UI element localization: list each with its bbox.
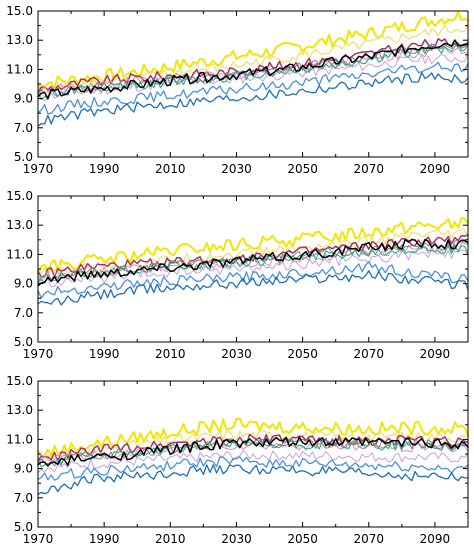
x-tick-label: 1970 bbox=[23, 162, 54, 176]
x-tick-label: 2070 bbox=[353, 532, 384, 546]
x-tick-label: 2010 bbox=[155, 532, 186, 546]
series-8-line bbox=[37, 39, 469, 100]
series-9-line bbox=[37, 456, 469, 481]
y-tick-label: 7.0 bbox=[14, 306, 33, 320]
x-tick-label: 2090 bbox=[420, 532, 451, 546]
x-tick-label: 2030 bbox=[221, 532, 252, 546]
series-2-line bbox=[37, 430, 469, 464]
series-group bbox=[37, 217, 469, 306]
series-1-line bbox=[37, 10, 469, 90]
panel-1: 5.0 7.0 9.0 11.0 13.0 15.0 1970 1990 2010 2030 205… bbox=[6, 4, 469, 176]
series-8-line bbox=[37, 238, 469, 287]
x-tick-label: 1990 bbox=[89, 347, 120, 361]
y-tick-label: 13.0 bbox=[6, 33, 33, 47]
y-tick-label: 13.0 bbox=[6, 218, 33, 232]
panel-3: 5.0 7.0 9.0 11.0 13.0 15.0 1970 1990 2010 2030 205… bbox=[6, 374, 469, 546]
x-tick-label: 2050 bbox=[287, 162, 318, 176]
panel-2: 5.0 7.0 9.0 11.0 13.0 15.0 1970 1990 2010 2030 205… bbox=[6, 189, 469, 361]
y-tick-label: 9.0 bbox=[14, 462, 33, 476]
series-10-line bbox=[37, 270, 469, 306]
y-tick-label: 15.0 bbox=[6, 189, 33, 203]
x-tick-label: 2050 bbox=[287, 347, 318, 361]
x-tick-label: 1990 bbox=[89, 532, 120, 546]
x-tick-label: 2070 bbox=[353, 162, 384, 176]
x-tick-label: 1970 bbox=[23, 532, 54, 546]
y-tick-label: 15.0 bbox=[6, 4, 33, 18]
y-tick-label: 9.0 bbox=[14, 92, 33, 106]
y-tick-label: 7.0 bbox=[14, 491, 33, 505]
series-5-line bbox=[37, 53, 469, 101]
y-tick-label: 11.0 bbox=[6, 247, 33, 261]
series-9-line bbox=[37, 61, 469, 115]
y-tick-label: 5.0 bbox=[14, 335, 33, 349]
series-1-line bbox=[37, 417, 469, 459]
x-tick-label: 2090 bbox=[420, 347, 451, 361]
x-tick-label: 2050 bbox=[287, 532, 318, 546]
x-tick-label: 1990 bbox=[89, 162, 120, 176]
series-9-line bbox=[37, 261, 469, 299]
series-10-line bbox=[37, 71, 469, 127]
plot-frame bbox=[37, 195, 469, 343]
x-tick-label: 2030 bbox=[221, 347, 252, 361]
y-tick-label: 7.0 bbox=[14, 121, 33, 135]
series-3-line bbox=[37, 433, 469, 462]
y-tick-label: 11.0 bbox=[6, 432, 33, 446]
series-7-line bbox=[37, 240, 469, 284]
series-group bbox=[37, 10, 469, 127]
x-tick-label: 2010 bbox=[155, 347, 186, 361]
x-tick-label: 2070 bbox=[353, 347, 384, 361]
series-8-line bbox=[37, 436, 469, 467]
y-tick-label: 5.0 bbox=[14, 150, 33, 164]
y-tick-label: 13.0 bbox=[6, 403, 33, 417]
x-tick-label: 2030 bbox=[221, 162, 252, 176]
x-tick-label: 1970 bbox=[23, 347, 54, 361]
series-5-line bbox=[37, 449, 469, 474]
series-group bbox=[37, 417, 469, 496]
x-tick-label: 2010 bbox=[155, 162, 186, 176]
x-tick-label: 2090 bbox=[420, 162, 451, 176]
y-tick-label: 5.0 bbox=[14, 520, 33, 534]
y-tick-label: 9.0 bbox=[14, 277, 33, 291]
y-tick-label: 11.0 bbox=[6, 62, 33, 76]
series-10-line bbox=[37, 464, 469, 496]
y-tick-label: 15.0 bbox=[6, 374, 33, 388]
series-1-line bbox=[37, 217, 469, 275]
